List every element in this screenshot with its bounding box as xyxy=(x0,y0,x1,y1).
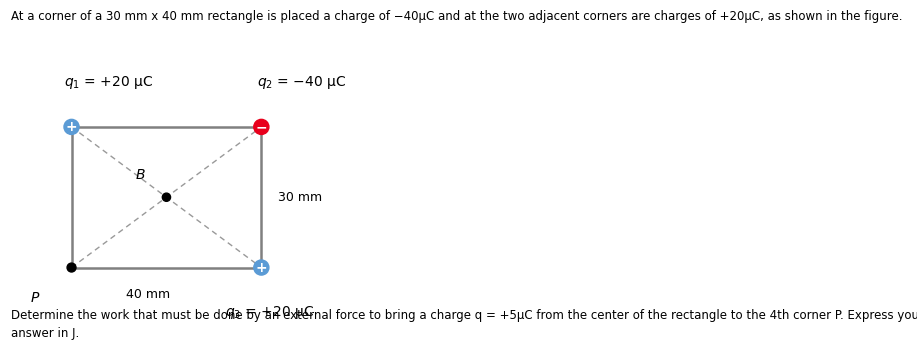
Text: 40 mm: 40 mm xyxy=(126,288,171,301)
Text: P: P xyxy=(30,292,39,305)
Text: 30 mm: 30 mm xyxy=(278,191,322,204)
Ellipse shape xyxy=(254,119,269,134)
Text: +: + xyxy=(66,120,77,134)
Text: Determine the work that must be done by an external force to bring a charge q = : Determine the work that must be done by … xyxy=(11,309,917,340)
Ellipse shape xyxy=(254,260,269,275)
Text: +: + xyxy=(256,261,267,274)
Ellipse shape xyxy=(67,263,76,272)
Ellipse shape xyxy=(64,119,79,134)
Text: $q_1$ = +20 μC: $q_1$ = +20 μC xyxy=(64,74,153,91)
Text: At a corner of a 30 mm x 40 mm rectangle is placed a charge of −40μC and at the : At a corner of a 30 mm x 40 mm rectangle… xyxy=(11,10,902,23)
Ellipse shape xyxy=(162,193,171,201)
Text: B: B xyxy=(136,168,146,182)
Text: $q_2$ = −40 μC: $q_2$ = −40 μC xyxy=(257,74,346,91)
Text: $q_3$ = +20 μC: $q_3$ = +20 μC xyxy=(225,304,314,321)
Text: −: − xyxy=(256,120,267,134)
